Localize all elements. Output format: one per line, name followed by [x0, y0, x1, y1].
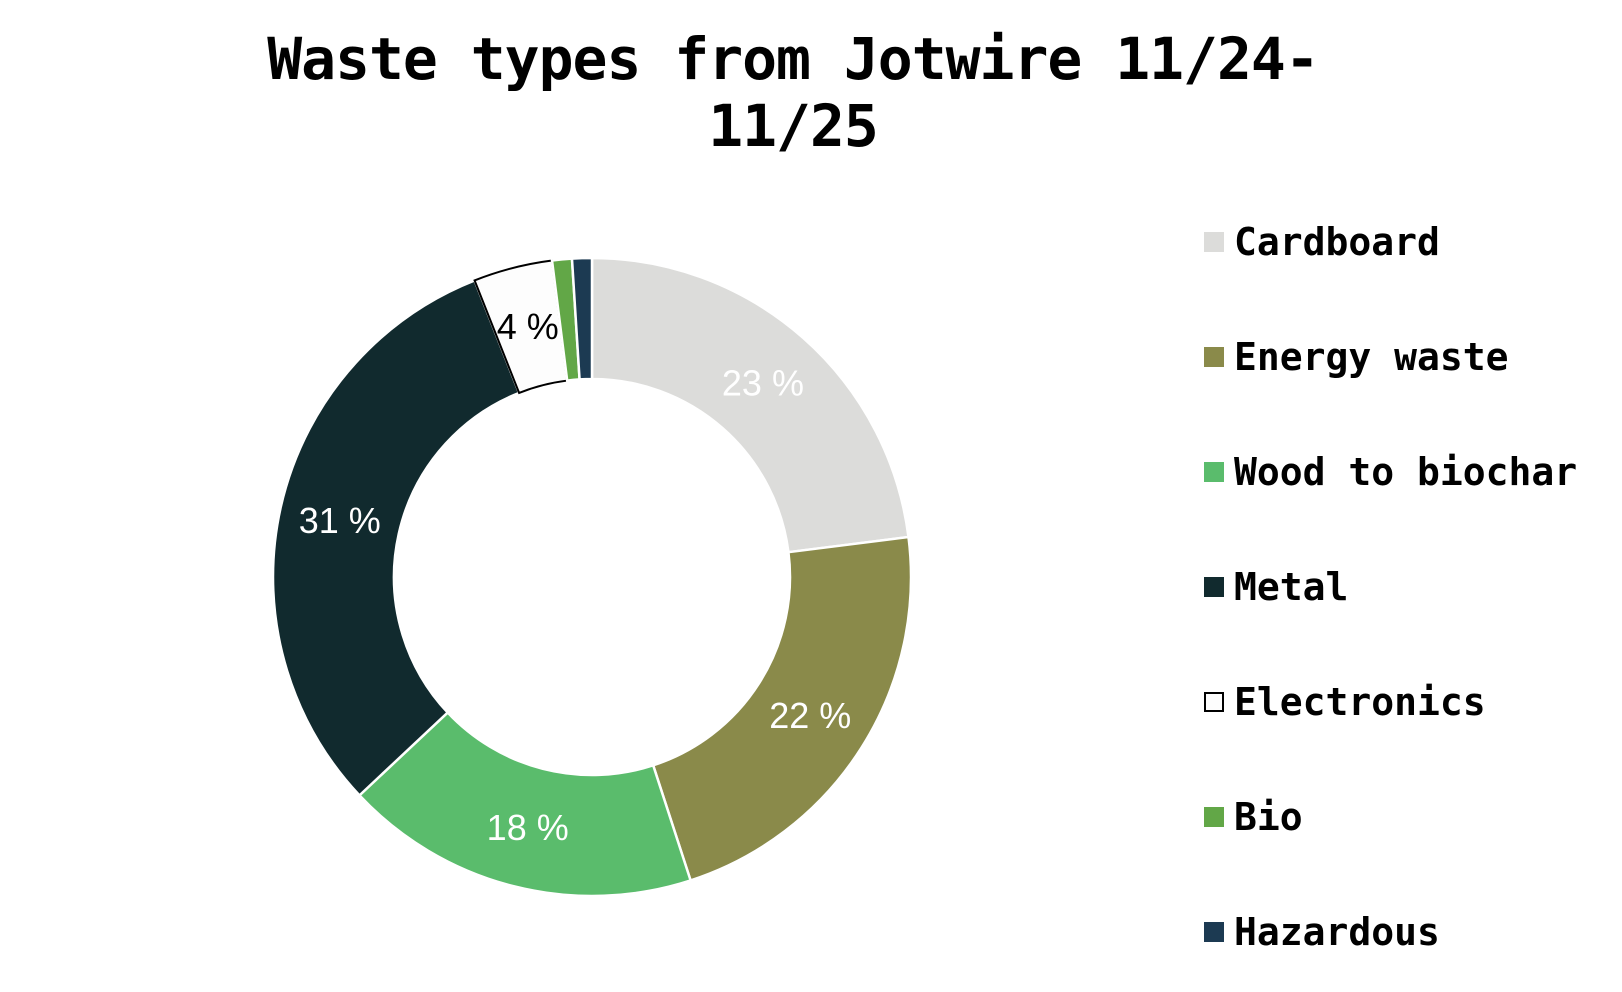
legend-item-hazardous: Hazardous — [1204, 910, 1577, 954]
legend-item-wood-to-biochar: Wood to biochar — [1204, 450, 1577, 494]
legend-item-cardboard: Cardboard — [1204, 220, 1577, 264]
legend-item-bio: Bio — [1204, 795, 1577, 839]
legend-swatch-electronics — [1204, 692, 1224, 712]
slice-label-energy-waste: 22 % — [769, 695, 851, 736]
legend-swatch-metal — [1204, 577, 1224, 597]
legend-label-bio: Bio — [1234, 795, 1303, 839]
slice-wood-to-biochar — [357, 710, 693, 898]
legend-swatch-cardboard — [1204, 232, 1224, 252]
legend-item-metal: Metal — [1204, 565, 1577, 609]
slice-cardboard — [590, 256, 910, 554]
legend-label-electronics: Electronics — [1234, 680, 1486, 724]
slice-label-cardboard: 23 % — [722, 363, 804, 404]
chart-title: Waste types from Jotwire 11/24-11/25 — [267, 25, 1320, 160]
slice-label-metal: 31 % — [299, 500, 381, 541]
legend-label-hazardous: Hazardous — [1234, 910, 1440, 954]
legend-swatch-bio — [1204, 807, 1224, 827]
legend-label-wood-to-biochar: Wood to biochar — [1234, 450, 1578, 494]
legend-swatch-hazardous — [1204, 922, 1224, 942]
legend-label-energy-waste: Energy waste — [1234, 335, 1509, 379]
slice-label-electronics: 4 % — [497, 306, 559, 347]
legend-swatch-wood-to-biochar — [1204, 462, 1224, 482]
legend-label-metal: Metal — [1234, 565, 1349, 609]
chart-legend: Cardboard Energy waste Wood to biochar Meta… — [1204, 220, 1577, 954]
slice-hazardous — [570, 256, 594, 381]
legend-label-cardboard: Cardboard — [1234, 220, 1440, 264]
slice-metal — [271, 278, 521, 798]
legend-swatch-energy-waste — [1204, 347, 1224, 367]
slice-label-wood-to-biochar: 18 % — [487, 807, 569, 848]
legend-item-energy-waste: Energy waste — [1204, 335, 1577, 379]
slice-energy-waste — [651, 535, 913, 882]
legend-item-electronics: Electronics — [1204, 680, 1577, 724]
